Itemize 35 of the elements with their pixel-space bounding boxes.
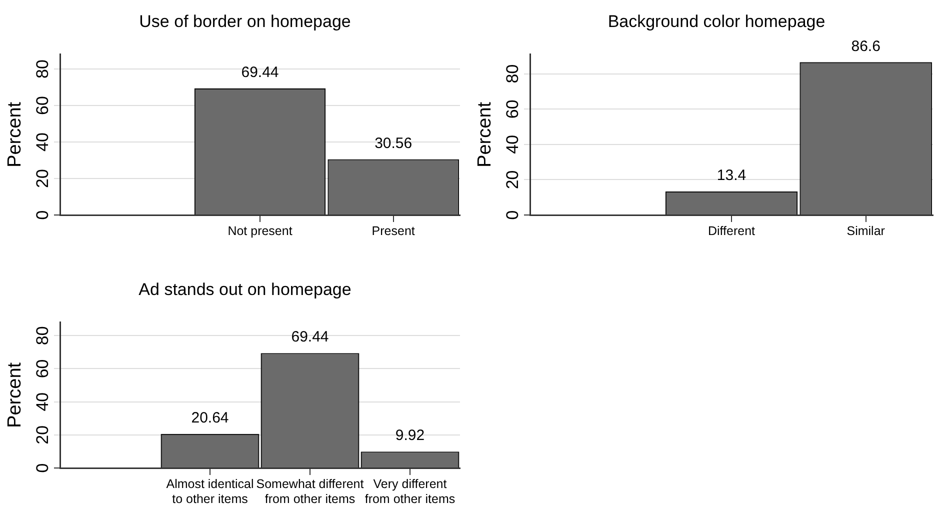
x-tick-label: Present xyxy=(372,224,416,238)
chart-title: Background color homepage xyxy=(608,12,826,31)
x-tick-label: Not present xyxy=(228,224,293,238)
y-tick-label: 20 xyxy=(33,425,52,444)
chart-title: Use of border on homepage xyxy=(139,12,351,31)
data-label: 13.4 xyxy=(716,166,746,184)
x-tick-label: Different xyxy=(708,224,756,238)
y-axis-title: Percent xyxy=(4,362,26,428)
y-tick-label: 0 xyxy=(33,210,52,220)
x-tick-label: Somewhat different from other items xyxy=(256,476,364,506)
y-tick-label: 80 xyxy=(33,60,52,78)
y-tick-label: 60 xyxy=(33,96,52,115)
y-tick-label: 80 xyxy=(33,326,52,346)
y-tick-label: 0 xyxy=(33,463,52,473)
y-axis-title: Percent xyxy=(474,101,496,168)
y-tick-label: 0 xyxy=(503,210,522,220)
y-tick-label: 60 xyxy=(503,100,522,119)
data-label: 30.56 xyxy=(374,134,412,152)
data-label: 86.6 xyxy=(851,38,880,55)
y-tick-label: 40 xyxy=(33,132,52,152)
data-label: 9.92 xyxy=(395,427,425,444)
x-tick-label: Similar xyxy=(846,224,885,238)
y-tick-label: 80 xyxy=(503,64,522,84)
data-label: 20.64 xyxy=(191,409,229,426)
y-tick-label: 40 xyxy=(503,134,522,154)
data-label: 69.44 xyxy=(291,328,329,346)
y-tick-label: 40 xyxy=(33,392,52,412)
data-label: 69.44 xyxy=(241,64,279,81)
x-tick-label: Very different from other items xyxy=(364,476,456,506)
y-axis-title: Percent xyxy=(4,101,26,168)
y-tick-label: 20 xyxy=(503,170,522,190)
x-tick-label: Almost identical to other items xyxy=(166,476,254,506)
chart-title: Ad stands out on homepage xyxy=(138,280,352,299)
y-tick-label: 20 xyxy=(33,169,52,188)
y-tick-label: 60 xyxy=(33,359,52,378)
